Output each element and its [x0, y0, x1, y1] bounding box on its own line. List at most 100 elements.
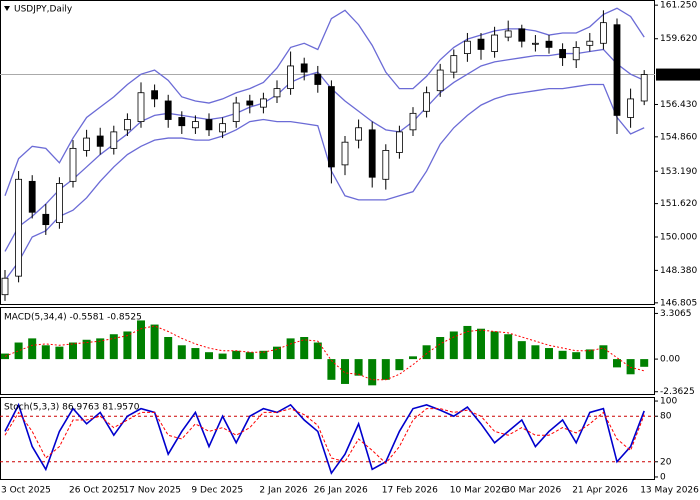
candle-body — [232, 102, 240, 122]
macd-bar — [599, 345, 608, 360]
candle-body — [69, 147, 77, 182]
x-tick-label: 26 Jan 2026 — [314, 486, 368, 496]
macd-bar — [300, 337, 309, 360]
candle-body — [477, 38, 485, 50]
macd-bar — [191, 348, 200, 360]
candle-body — [137, 92, 145, 122]
candle-body — [42, 213, 50, 226]
macd-bar — [41, 345, 50, 360]
candle-body — [368, 129, 376, 178]
y-tick-label: 3.3065 — [660, 309, 692, 319]
macd-bar — [82, 339, 91, 360]
x-tick-label: 17 Feb 2026 — [382, 486, 438, 496]
candle-body — [382, 150, 390, 180]
candle-body — [532, 42, 539, 45]
candle-body — [341, 141, 349, 166]
candle-body — [463, 40, 471, 54]
macd-bar — [545, 348, 553, 360]
candle-body — [545, 40, 553, 48]
y-tick-label: 154.860 — [660, 132, 697, 142]
last-price-box — [656, 68, 700, 81]
candle-body — [300, 63, 308, 73]
macd-bar — [436, 337, 445, 360]
macd-bar — [517, 341, 526, 360]
macd-bar — [558, 350, 567, 360]
macd-bar — [273, 346, 281, 360]
candle-body — [178, 117, 186, 127]
candle-body — [504, 30, 512, 38]
macd-bar — [28, 338, 37, 360]
y-tick-label: -2.3625 — [660, 387, 695, 397]
stoch-main — [4, 402, 645, 475]
x-tick-label: 21 Apr 2026 — [572, 486, 628, 496]
x-tick-label: 17 Nov 2025 — [123, 486, 181, 496]
x-tick-label: 9 Dec 2025 — [191, 486, 243, 496]
macd-bar — [409, 356, 417, 360]
candle-body — [572, 46, 580, 61]
band-upper — [4, 7, 645, 197]
candle-body — [1, 277, 9, 296]
candle-body — [219, 123, 227, 133]
macd-bar — [531, 345, 540, 360]
macd-bar — [422, 345, 431, 360]
macd-bar — [69, 342, 77, 360]
candle-body — [518, 28, 526, 42]
macd-bar — [232, 350, 241, 360]
candle-body — [314, 73, 322, 85]
macd-bar — [341, 359, 349, 384]
macd-bar — [395, 359, 404, 371]
candle-body — [164, 100, 172, 120]
x-tick-label: 10 Mar 2026 — [450, 486, 507, 496]
macd-bar — [96, 338, 105, 360]
macd-bar — [585, 349, 594, 360]
macd-bar — [109, 334, 118, 360]
y-tick-label: 80 — [660, 412, 672, 422]
macd-bar — [259, 350, 268, 360]
pane-title: USDJPY,Daily — [14, 5, 73, 15]
y-tick-label: 148.380 — [660, 266, 697, 276]
candle-body — [15, 178, 23, 277]
price-pane — [0, 0, 655, 305]
y-tick-label: 150.000 — [660, 232, 697, 242]
y-tick-label: 153.190 — [660, 167, 697, 177]
macd-bar — [150, 324, 159, 360]
candle-body — [110, 131, 118, 149]
pane-title: MACD(5,34,4) -0.5581 -0.8525 — [4, 313, 142, 323]
y-tick-label: 161.250 — [660, 1, 697, 11]
macd-bar — [286, 338, 295, 360]
macd-bar — [613, 359, 621, 368]
y-tick-label: 151.620 — [660, 199, 697, 209]
macd-pane — [0, 307, 655, 395]
candle-body — [28, 180, 36, 213]
macd-bar — [504, 334, 513, 360]
candle-body — [450, 55, 458, 73]
macd-bar — [14, 342, 23, 360]
y-tick-label: 159.620 — [660, 34, 697, 44]
macd-bar — [177, 345, 186, 360]
macd-bar — [368, 359, 377, 386]
candle-body — [436, 69, 444, 92]
x-tick-label: 13 May 2026 — [640, 486, 699, 496]
candle-body — [327, 86, 335, 168]
candle-body — [191, 121, 199, 129]
candle-body — [491, 34, 499, 52]
macd-bar — [313, 342, 322, 360]
y-tick-label: 0.00 — [660, 355, 680, 365]
x-tick-label: 2 Jan 2026 — [259, 486, 307, 496]
candle-body — [640, 74, 648, 102]
macd-bar — [490, 331, 499, 360]
stoch-pane — [0, 397, 655, 480]
macd-bar — [123, 331, 132, 360]
macd-bar — [137, 320, 145, 360]
candle-body — [423, 92, 431, 112]
y-tick-label: 0 — [660, 472, 666, 482]
macd-bar — [205, 352, 213, 360]
macd-bar — [164, 337, 173, 360]
candle-body — [586, 40, 594, 46]
candle-body — [83, 137, 90, 151]
x-tick-label: 3 Oct 2025 — [1, 486, 51, 496]
stoch-signal — [4, 408, 645, 465]
candle-body — [205, 119, 213, 131]
candle-body — [124, 119, 131, 131]
